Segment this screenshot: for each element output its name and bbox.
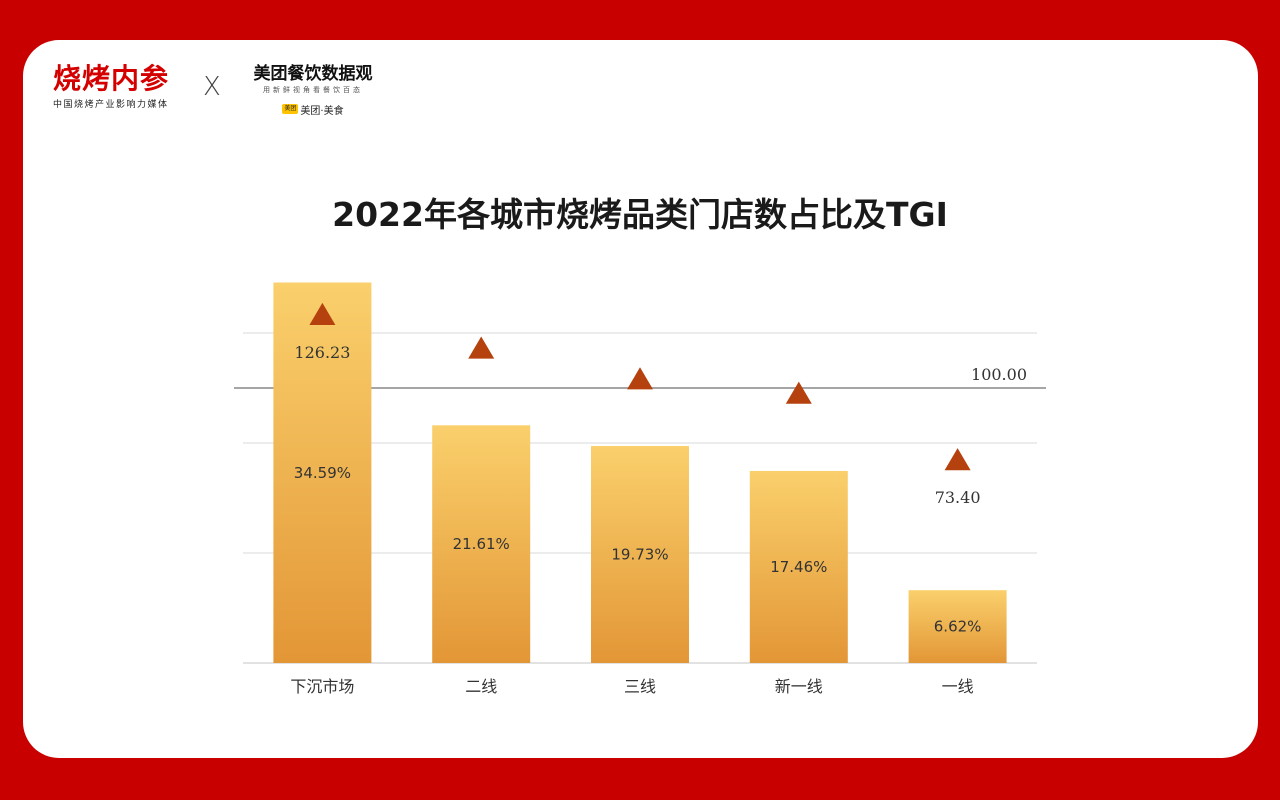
tgi-marker-4 [785, 381, 812, 404]
tgi-marker-2 [468, 336, 495, 359]
bar-value-label-5: 6.62% [934, 618, 982, 636]
category-label-4: 新一线 [775, 677, 823, 696]
category-label-2: 二线 [465, 677, 497, 696]
tgi-marker-5 [944, 448, 971, 471]
meituan-data-logo: 美团餐饮数据观 用新鲜视角看餐饮百态 美团 美团·美食 [243, 64, 383, 117]
bar-5 [908, 590, 1007, 663]
collab-separator: X [203, 72, 221, 102]
tgi-marker-3 [627, 367, 653, 390]
meituan-food-tag: 美团 美团·美食 [282, 102, 344, 117]
logo-tagline: 用新鲜视角看餐饮百态 [263, 86, 363, 94]
category-label-3: 三线 [624, 677, 656, 696]
logo-name: 美团餐饮数据观 [253, 64, 373, 84]
bar-1 [273, 282, 372, 663]
chart-title: 2022年各城市烧烤品类门店数占比及TGI [332, 195, 948, 234]
bar-4 [749, 470, 848, 663]
bar-3 [591, 445, 689, 663]
meituan-food-text: 美团·美食 [300, 105, 344, 117]
bar-value-label-1: 34.59% [294, 464, 351, 482]
tgi-marker-1 [309, 302, 336, 325]
labels: 100.00 34.59% 下沉市场 126.23 21.61% 二线 19.73% 三线 17… [290, 343, 1027, 696]
bars [273, 282, 1007, 663]
bar-2 [432, 425, 531, 663]
bar-value-label-3: 19.73% [611, 545, 668, 563]
shaokao-neican-logo: 烧烤内参 中国烧烤产业影响力媒体 [53, 62, 193, 110]
category-label-5: 一线 [942, 677, 974, 696]
logo-name: 烧烤内参 [53, 62, 170, 95]
bar-value-label-4: 17.46% [770, 558, 827, 576]
logo-tagline: 中国烧烤产业影响力媒体 [53, 100, 169, 110]
meituan-badge-icon: 美团 [282, 104, 299, 114]
tgi-value-label-5: 73.40 [935, 488, 981, 507]
tgi-markers [309, 302, 971, 471]
tgi-reference-label: 100.00 [971, 365, 1027, 384]
bar-value-label-2: 21.61% [453, 535, 510, 553]
tgi-value-label-1: 126.23 [294, 343, 350, 362]
category-label-1: 下沉市场 [290, 677, 354, 696]
